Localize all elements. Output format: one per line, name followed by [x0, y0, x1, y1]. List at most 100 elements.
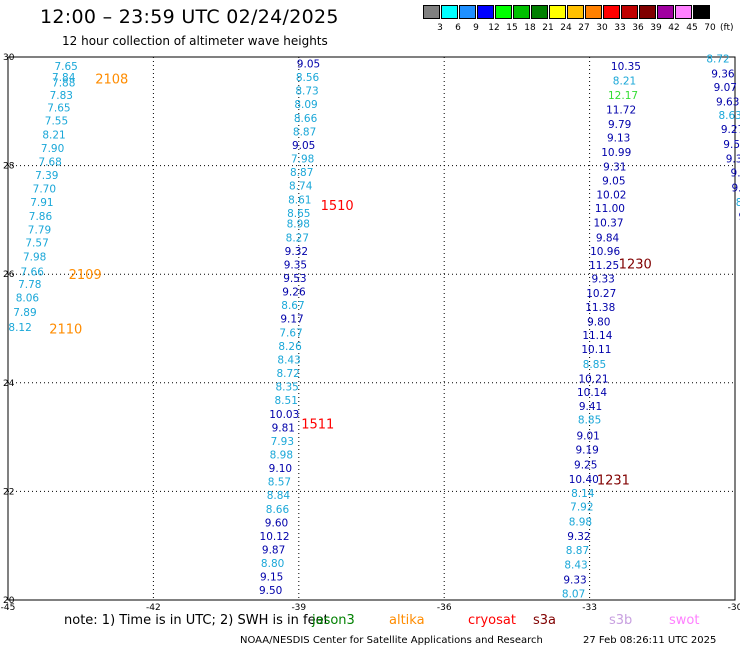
swh-value-label: 8.	[736, 197, 740, 209]
swh-value-label: 8.21	[42, 130, 65, 142]
swh-value-label: 9.15	[260, 572, 283, 584]
swh-value-label: 9.6	[731, 182, 740, 194]
swh-value-label: 9.35	[284, 259, 307, 271]
swh-value-label: 7.70	[33, 183, 56, 195]
swh-value-label: 7.98	[291, 154, 314, 166]
legend-label: 12	[488, 23, 500, 33]
legend-swatch	[459, 5, 476, 19]
pass-number-label: 1510	[321, 199, 354, 214]
legend-swatch	[675, 5, 692, 19]
swh-value-label: 9.35	[726, 154, 740, 166]
swh-value-label: 8.51	[275, 395, 298, 407]
swh-value-label: 9.27	[721, 124, 740, 136]
legend-swatch	[603, 5, 620, 19]
lat-tick-label: 24	[3, 379, 15, 389]
swh-value-label: 8.21	[613, 75, 636, 87]
legend-swatch	[423, 5, 440, 19]
swh-value-label: 10.35	[611, 61, 641, 73]
swh-value-label: 9.80	[587, 316, 610, 328]
legend-swatch	[657, 5, 674, 19]
legend-label: 3	[437, 23, 443, 33]
swh-value-label: 8.06	[560, 603, 584, 612]
lat-tick-label: 22	[3, 487, 14, 497]
swh-value-label: 8.72	[706, 54, 729, 66]
legend-label: 24	[560, 23, 572, 33]
swh-value-label: 8.43	[564, 560, 587, 572]
legend-label: 18	[524, 23, 536, 33]
legend-swatch	[477, 5, 494, 19]
swh-value-label: 7.78	[18, 279, 41, 291]
swh-value-label: 10.12	[260, 531, 290, 543]
swh-value-label: 7.39	[35, 170, 58, 182]
legend-swatch	[513, 5, 530, 19]
lat-tick-label: 20	[3, 596, 15, 606]
legend-swatch	[621, 5, 638, 19]
legend-label: 30	[596, 23, 608, 33]
legend-label: 36	[632, 23, 644, 33]
swh-value-label: 11.38	[585, 302, 615, 314]
legend-swatch	[531, 5, 548, 19]
swh-value-label: 7.65	[54, 61, 77, 73]
swh-value-label: 9.26	[282, 287, 306, 299]
swh-value-label: 9.05	[297, 59, 320, 71]
swh-value-label: 8.87	[290, 167, 313, 179]
swh-value-label: 9	[738, 211, 740, 223]
pass-number-label: 2110	[49, 323, 82, 338]
legend-swatch	[495, 5, 512, 19]
swh-value-label: 8.98	[287, 219, 310, 231]
swh-value-label: 10.96	[590, 246, 620, 258]
swh-value-label: 8.57	[268, 477, 291, 489]
swh-value-label: 10.21	[578, 373, 608, 385]
swh-value-label: 7.86	[29, 211, 53, 223]
swh-value-label: 8.80	[261, 558, 284, 570]
swh-value-label: 10.99	[601, 147, 631, 159]
swh-value-label: 9.25	[574, 459, 597, 471]
generated-timestamp: 27 Feb 08:26:11 UTC 2025	[583, 635, 717, 646]
satellite-cryosat: cryosat	[468, 613, 516, 628]
swh-value-label: 7.89	[13, 307, 36, 319]
swh-value-label: 10.40	[569, 474, 599, 486]
swh-value-label: 7.79	[28, 225, 51, 237]
pass-number-label: 1230	[619, 257, 652, 272]
satellite-s3b: s3b	[609, 613, 633, 628]
swh-value-label: 9.33	[591, 274, 614, 286]
swh-value-label: 10.02	[596, 189, 626, 201]
swh-value-label: 10.03	[269, 409, 299, 421]
swh-value-label: 8.27	[286, 232, 309, 244]
swh-value-label: 9.63	[716, 97, 739, 109]
swh-value-label: 10.14	[577, 387, 607, 399]
swh-value-label: 9.60	[265, 517, 288, 529]
swh-value-label: 7.66	[21, 266, 45, 278]
swh-value-label: 9.50	[259, 585, 282, 597]
swh-value-label: 7.90	[41, 143, 64, 155]
plot-frame	[7, 56, 736, 601]
swh-value-label: 9.53	[723, 139, 740, 151]
swh-value-label: 9.07	[714, 82, 737, 94]
swh-value-label: 10.27	[586, 288, 616, 300]
swh-value-label: 8.07	[562, 588, 585, 600]
legend-label: 42	[668, 23, 680, 33]
swh-value-label: 9.10	[269, 463, 292, 475]
swh-value-label: 7.55	[45, 116, 68, 128]
wave-height-map: -45 -42 -39 -36 -33 -303028262422207.657.847.…	[1, 53, 740, 612]
lon-tick-label: -33	[582, 603, 597, 612]
swh-value-label: 9.41	[579, 401, 602, 413]
swh-value-label: 8.84	[267, 490, 291, 502]
satellite-altika: altika	[389, 613, 425, 628]
legend-label: 15	[506, 23, 518, 33]
page-title: 12:00 – 23:59 UTC 02/24/2025	[40, 6, 339, 28]
swh-value-label: 7.57	[25, 238, 48, 250]
swh-value-label: 11.00	[595, 203, 625, 215]
lon-tick-label: -45	[1, 603, 16, 612]
swh-value-label: 10.37	[593, 218, 623, 230]
legend-swatch	[441, 5, 458, 19]
swh-value-label: 8.98	[270, 449, 293, 461]
swh-value-label: 9.32	[567, 531, 590, 543]
swh-value-label: 8.35	[275, 382, 298, 394]
swh-value-label: 9.05	[292, 140, 315, 152]
legend-swatch	[693, 5, 710, 19]
swh-value-label: 9.32	[285, 246, 308, 258]
swh-value-label: 9.36	[711, 68, 735, 80]
swh-value-label: 7.98	[23, 251, 46, 263]
legend-swatch	[549, 5, 566, 19]
